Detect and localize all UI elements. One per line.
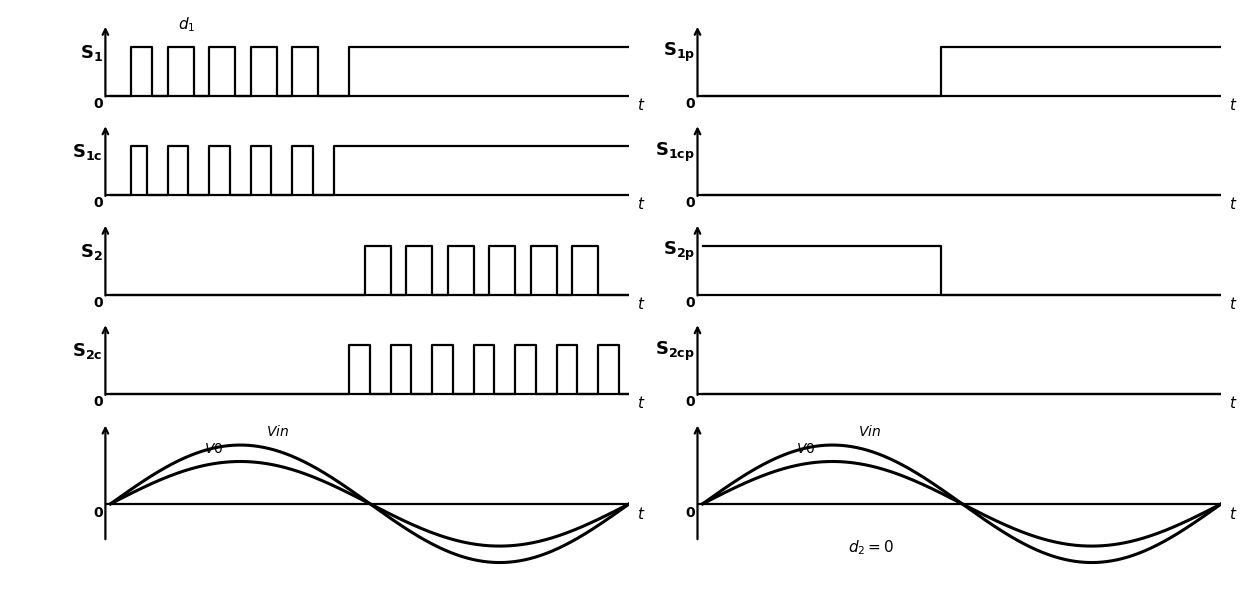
Text: $t$: $t$ — [637, 96, 646, 112]
Text: $\mathbf{S_1}$: $\mathbf{S_1}$ — [79, 43, 103, 63]
Text: $\mathbf{S_{1c}}$: $\mathbf{S_{1c}}$ — [72, 142, 103, 162]
Text: $V0$: $V0$ — [796, 442, 816, 456]
Text: $t$: $t$ — [1229, 506, 1238, 522]
Text: 0: 0 — [686, 96, 694, 111]
Text: $\mathbf{S_{2cp}}$: $\mathbf{S_{2cp}}$ — [655, 340, 694, 363]
Text: $\mathbf{S_{1cp}}$: $\mathbf{S_{1cp}}$ — [655, 141, 694, 164]
Text: $t$: $t$ — [1229, 395, 1238, 411]
Text: $Vin$: $Vin$ — [267, 424, 289, 439]
Text: $t$: $t$ — [637, 395, 646, 411]
Text: $t$: $t$ — [637, 196, 646, 212]
Text: 0: 0 — [686, 506, 694, 520]
Text: 0: 0 — [686, 295, 694, 310]
Text: $t$: $t$ — [637, 295, 646, 311]
Text: $V0$: $V0$ — [203, 442, 223, 456]
Text: $t$: $t$ — [637, 506, 646, 522]
Text: 0: 0 — [686, 196, 694, 210]
Text: 0: 0 — [93, 506, 103, 520]
Text: $\mathbf{S_{2p}}$: $\mathbf{S_{2p}}$ — [662, 240, 694, 263]
Text: $\mathbf{S_{1p}}$: $\mathbf{S_{1p}}$ — [662, 41, 694, 65]
Text: 0: 0 — [93, 295, 103, 310]
Text: $\mathbf{S_2}$: $\mathbf{S_2}$ — [79, 242, 103, 262]
Text: $t$: $t$ — [1229, 295, 1238, 311]
Text: $d_1$: $d_1$ — [179, 16, 196, 34]
Text: 0: 0 — [686, 395, 694, 409]
Text: $Vin$: $Vin$ — [858, 424, 882, 439]
Text: $t$: $t$ — [1229, 96, 1238, 112]
Text: 0: 0 — [93, 395, 103, 409]
Text: 0: 0 — [93, 96, 103, 111]
Text: $t$: $t$ — [1229, 196, 1238, 212]
Text: $\mathbf{S_{2c}}$: $\mathbf{S_{2c}}$ — [72, 341, 103, 361]
Text: 0: 0 — [93, 196, 103, 210]
Text: $d_2=0$: $d_2=0$ — [848, 539, 894, 557]
